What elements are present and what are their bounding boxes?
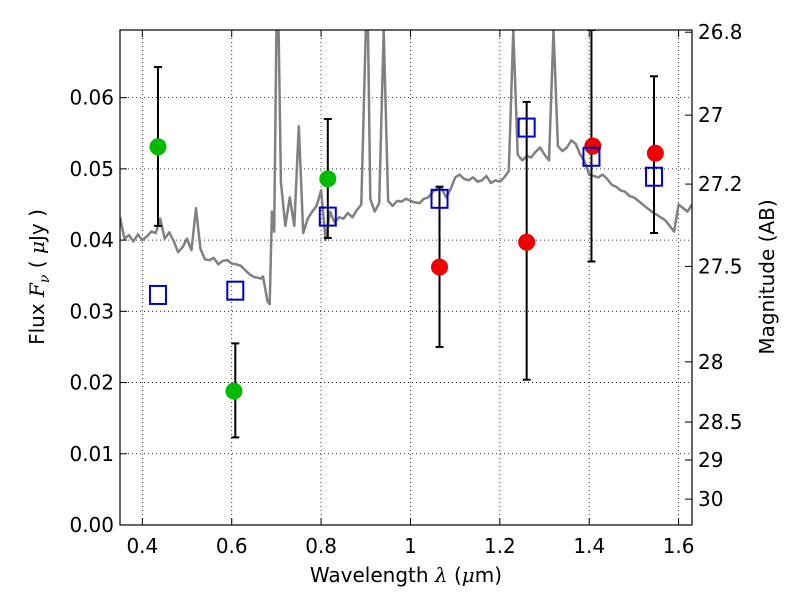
y-tick-label: 0.03 [69,299,114,323]
plot-frame [119,29,693,526]
x-tick-label: 1.4 [573,534,605,558]
y-tick-label: 0.00 [69,513,114,537]
model-square-marker [517,117,536,138]
model-square-marker [148,284,167,305]
data-point-marker [149,138,167,156]
y2-tick-label: 26.8 [698,20,743,44]
y2-tick-label: 28.5 [698,410,743,434]
x-tick-label: 0.6 [216,534,248,558]
model-square-marker [430,188,449,209]
data-point-marker [431,258,449,276]
y-tick-label: 0.01 [69,442,114,466]
data-point-marker [518,233,536,251]
axes: 0.4 0.6 0.8 1 1.2 1.4 1.6 0.00 0.01 0.02 0.03 0.04 0… [69,20,742,558]
y2-tick-label: 29 [698,448,723,472]
data-point-marker [584,137,602,155]
y2-tick-label: 27 [698,103,723,127]
y2-tick-label: 27.5 [698,254,743,278]
model-square-marker [645,166,664,187]
x-tick-label: 1.6 [663,534,695,558]
model-square-marker [226,280,245,301]
y2-tick-label: 30 [698,487,723,511]
data-point-marker [646,144,664,162]
x-tick-label: 0.8 [305,534,337,558]
y-tick-label: 0.05 [69,157,114,181]
x-tick-label: 1.2 [484,534,516,558]
y2-tick-label: 27.2 [698,172,743,196]
y-axis-label: Flux Fν ( μJy ) [25,209,53,345]
x-axis-label: Wavelength λ (μm) [310,563,502,587]
x-tick-label: 0.4 [126,534,158,558]
data-point-marker [319,170,337,188]
model-square-marker [318,206,337,227]
y2-axis-label: Magnitude (AB) [755,199,779,354]
spectrum-line [120,30,692,306]
y-tick-label: 0.06 [69,86,114,110]
model-square-marker [582,146,601,167]
y-tick-label: 0.02 [69,371,114,395]
data-point-marker [225,382,243,400]
x-tick-label: 1 [404,534,417,558]
y-tick-label: 0.04 [69,228,114,252]
plot-area [120,30,692,439]
y2-tick-label: 28 [698,350,723,374]
